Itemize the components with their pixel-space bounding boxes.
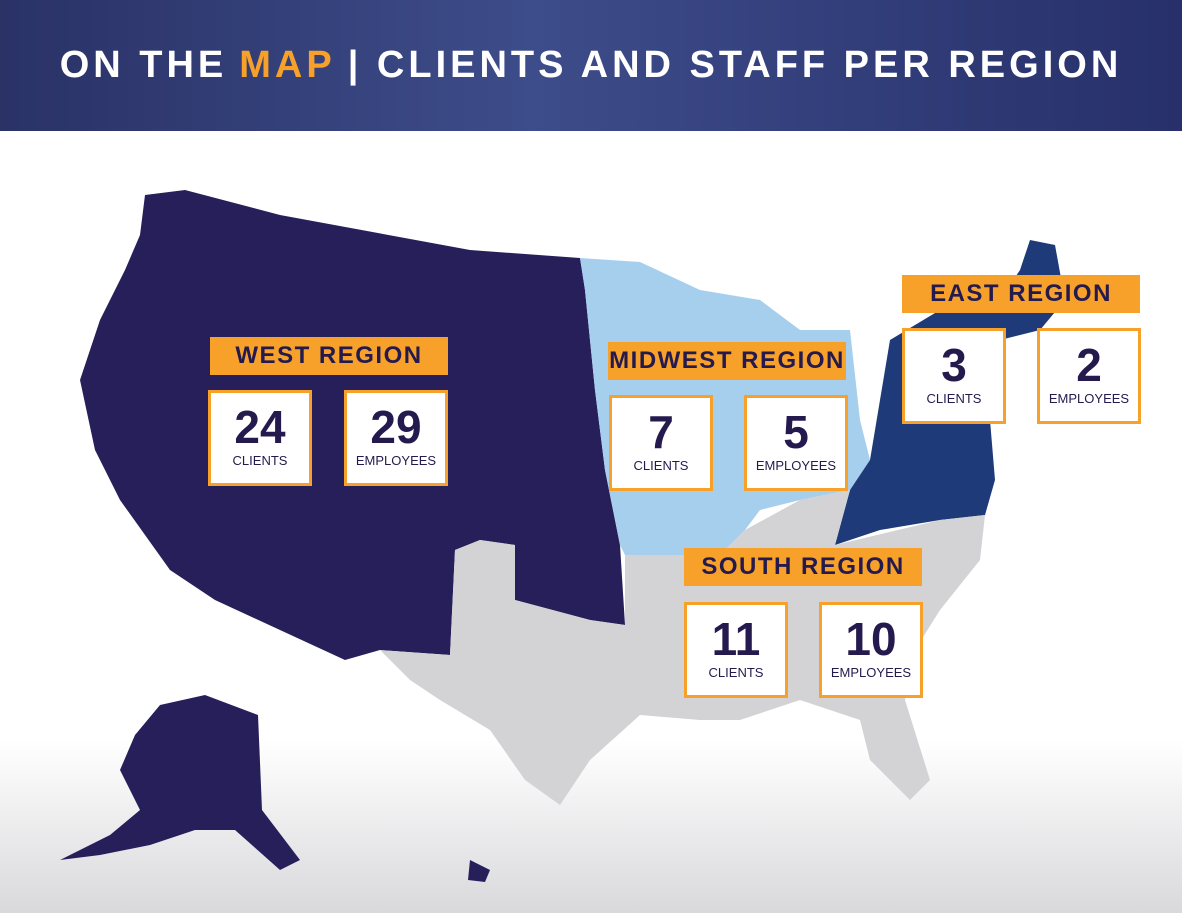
clients-box: 3 CLIENTS [902, 328, 1006, 424]
title-part: ON THE [59, 44, 228, 86]
employees-count: 2 [1076, 339, 1102, 391]
clients-label: CLIENTS [926, 391, 982, 406]
employees-box: 29 EMPLOYEES [344, 390, 448, 486]
employees-box: 2 EMPLOYEES [1037, 328, 1141, 424]
clients-box: 24 CLIENTS [208, 390, 312, 486]
region-label: SOUTH REGION [684, 548, 922, 586]
employees-count: 29 [370, 401, 422, 453]
employees-box: 10 EMPLOYEES [819, 602, 923, 698]
region-label: WEST REGION [210, 337, 448, 375]
employees-label: EMPLOYEES [830, 665, 912, 680]
employees-count: 10 [845, 613, 897, 665]
header-banner: ON THE MAP | CLIENTS AND STAFF PER REGION [0, 0, 1182, 131]
title-part: | CLIENTS AND STAFF PER REGION [347, 44, 1123, 86]
clients-count: 3 [941, 339, 967, 391]
clients-label: CLIENTS [232, 453, 288, 468]
clients-count: 7 [648, 406, 674, 458]
alaska [60, 695, 300, 870]
region-label: EAST REGION [902, 275, 1140, 313]
hawaii [468, 860, 490, 882]
employees-label: EMPLOYEES [355, 453, 437, 468]
title-highlight: MAP [239, 44, 336, 86]
employees-box: 5 EMPLOYEES [744, 395, 848, 491]
clients-box: 11 CLIENTS [684, 602, 788, 698]
clients-count: 24 [234, 401, 286, 453]
clients-label: CLIENTS [633, 458, 689, 473]
employees-label: EMPLOYEES [755, 458, 837, 473]
clients-label: CLIENTS [708, 665, 764, 680]
clients-box: 7 CLIENTS [609, 395, 713, 491]
clients-count: 11 [711, 613, 761, 665]
employees-label: EMPLOYEES [1048, 391, 1130, 406]
page-title: ON THE MAP | CLIENTS AND STAFF PER REGION [54, 44, 1129, 87]
region-label: MIDWEST REGION [608, 342, 846, 380]
employees-count: 5 [783, 406, 809, 458]
